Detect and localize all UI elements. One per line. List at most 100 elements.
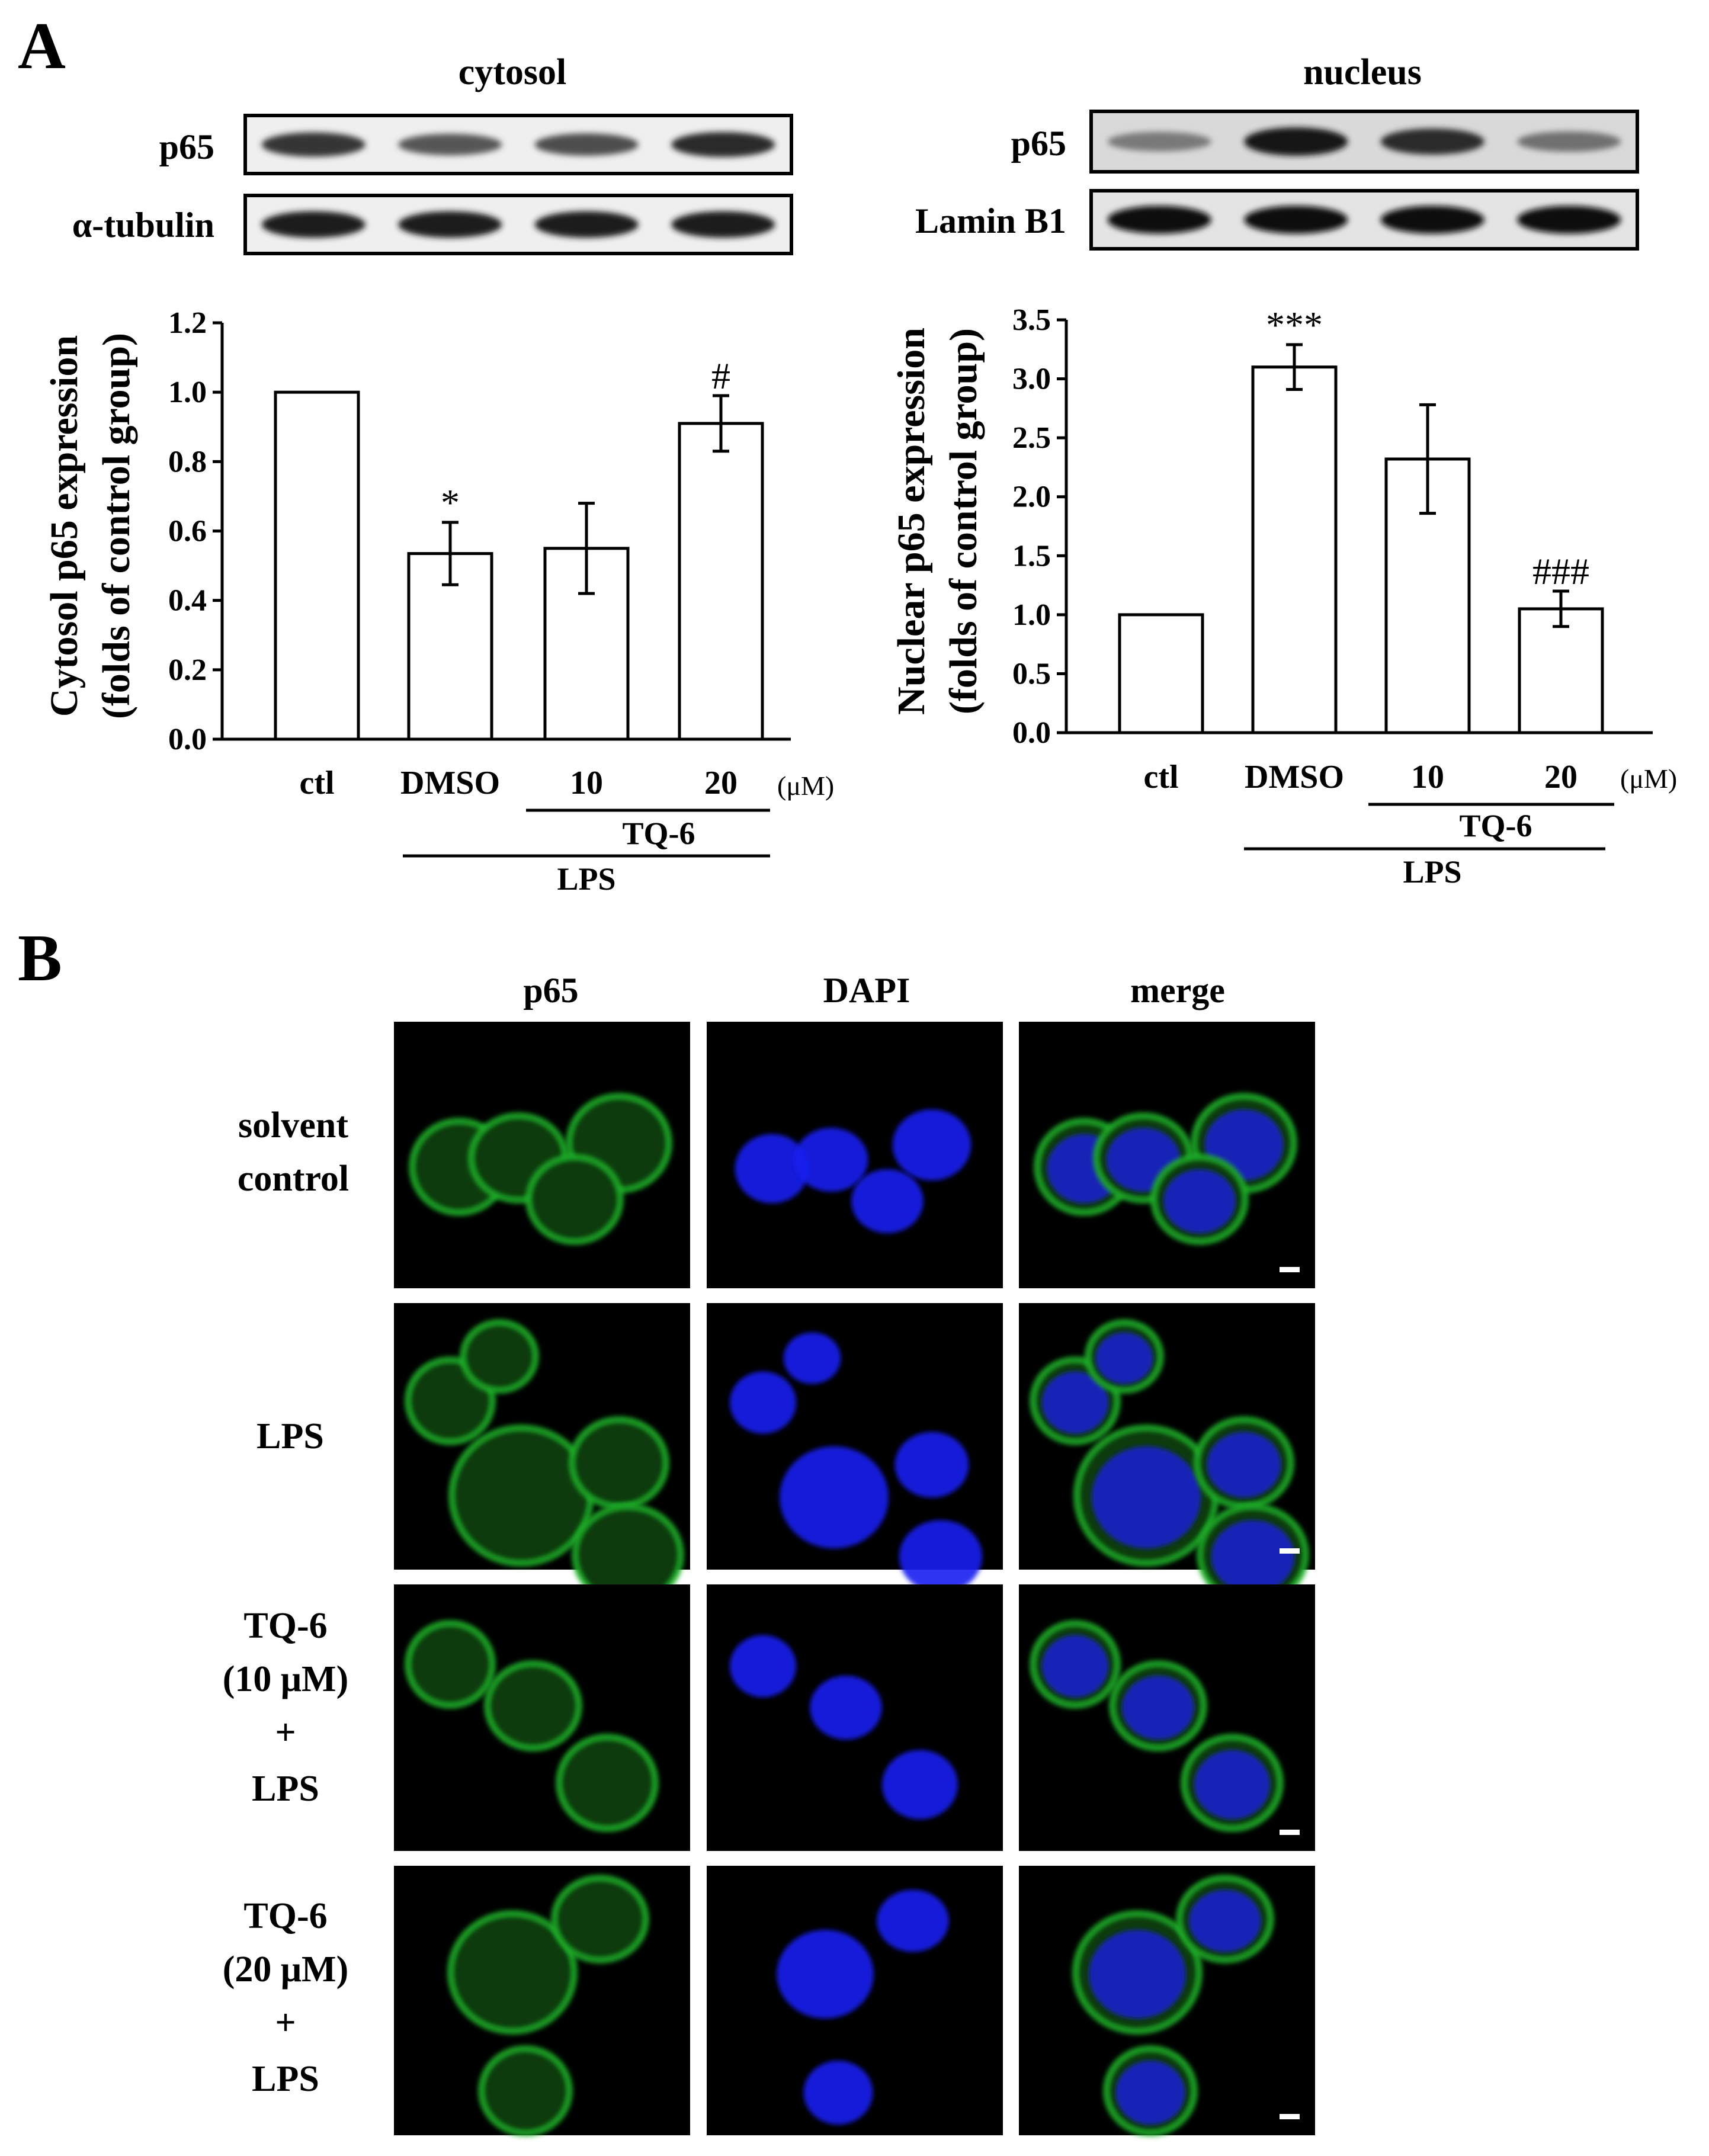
blot-label-cytosol-p65: p65 [159,127,214,166]
y-tick-label: 0.5 [1012,657,1051,691]
nucleus [1207,1432,1281,1498]
blot-label-nucleus-p65: p65 [1011,124,1066,163]
y-tick-label: 1.5 [1012,539,1051,573]
blot-bands-cytosol-p65 [261,131,775,158]
blot-title-nucleus: nucleus [1303,52,1422,92]
panel-letter-a: A [18,9,66,83]
nucleus [1189,1889,1261,1952]
micrograph-merge [1019,1303,1315,1606]
nucleus [851,1169,924,1233]
lps-bracket-label: LPS [557,861,615,897]
significance-mark: ### [1532,550,1589,592]
cell [448,1424,594,1567]
blot-band [261,211,365,238]
y-axis-title-line1: Cytosol p65 expression [43,335,86,717]
micrograph-p65 [394,1584,690,1851]
blot-band [398,133,502,156]
blot-title-cytosol: cytosol [458,52,567,92]
y-axis-title-line2: (folds of control group) [942,328,985,714]
nucleus [1089,1930,1186,2019]
category-label: DMSO [400,765,500,801]
y-tick-label: 0.2 [168,653,207,687]
row-label-line: LPS [256,1416,324,1456]
tq6-bracket-label: TQ-6 [1459,808,1532,843]
scale-bar [1280,1830,1300,1835]
lps-bracket-label: LPS [1403,854,1461,890]
panel-letter-b: B [18,922,62,995]
micrograph-dapi [707,1303,1003,1593]
microscopy-grid [394,1022,1315,2136]
cell [525,1154,624,1245]
column-title-merge: merge [1130,971,1225,1010]
nucleus [810,1676,882,1740]
y-tick-label: 0.0 [1012,716,1051,750]
cell [551,1875,649,1964]
blot-bands-cytosol-tubulin [261,211,775,238]
blot-label-nucleus-laminb1: Lamin B1 [915,201,1066,240]
row-label-line: LPS [252,2059,319,2099]
blot-band [534,211,639,238]
category-label: 10 [1411,759,1444,795]
nucleus [1194,1750,1270,1820]
category-label: 20 [704,765,738,801]
column-title-p65: p65 [523,971,578,1010]
significance-mark: # [711,355,730,397]
blot-band [1244,127,1348,156]
blot-band [1107,131,1211,152]
nucleus [1041,1635,1109,1698]
y-tick-label: 0.4 [168,584,207,618]
blot-bands-nucleus-p65 [1107,127,1621,156]
category-label: 20 [1544,759,1577,795]
chart-nucleus: Nuclear p65 expression (folds of control… [890,303,1677,890]
micrograph-dapi [707,1584,1003,1851]
micrograph-dapi [707,1866,1003,2135]
cell [478,2045,573,2136]
nucleus [777,1930,874,2019]
blot-label-cytosol-tubulin: α-tubulin [72,206,214,245]
nucleus [803,2061,873,2125]
column-title-dapi: DAPI [823,971,910,1010]
bar [1118,613,1204,734]
category-label: ctl [1143,759,1178,795]
tq6-bracket-label: TQ-6 [622,816,695,851]
row-label-line: LPS [252,1769,319,1809]
nucleus [783,1332,841,1384]
nucleus [1091,1446,1201,1549]
y-axis-title-line2: (folds of control group) [95,333,138,719]
chart-cytosol: Cytosol p65 expression (folds of control… [43,306,834,897]
y-tick-label: 0.0 [168,723,207,756]
nucleus [1122,1676,1194,1740]
y-tick-label: 3.5 [1012,303,1051,337]
category-label: ctl [299,765,334,801]
y-tick-label: 1.0 [1012,598,1051,632]
nucleus [877,1889,949,1952]
blot-band [1380,206,1484,234]
micrograph-dapi [707,1022,1003,1288]
unit-label: (μM) [777,771,834,801]
micrograph-p65 [394,1022,690,1288]
nucleus [735,1134,809,1204]
blot-band [1380,128,1484,155]
blot-band [1244,206,1348,234]
y-tick-label: 0.8 [168,445,207,479]
blot-band [398,211,502,238]
row-label-lps: LPS [256,1416,324,1456]
cell [484,1660,582,1751]
cell [556,1734,659,1832]
blot-band [1517,131,1621,152]
cell [447,1910,578,2035]
blot-band [261,132,365,157]
category-label: DMSO [1245,759,1344,795]
nucleus [1115,2061,1185,2125]
y-tick-label: 1.0 [168,376,207,409]
row-label-tq6-20: TQ-6 (20 μM) + LPS [223,1896,348,2099]
blot-band [534,133,639,156]
y-tick-label: 2.0 [1012,480,1051,514]
category-label: 10 [570,765,603,801]
micrograph-p65 [394,1303,690,1606]
micrograph-merge [1019,1584,1315,1851]
y-tick-label: 1.2 [168,306,207,340]
micrograph-merge [1019,1866,1315,2136]
